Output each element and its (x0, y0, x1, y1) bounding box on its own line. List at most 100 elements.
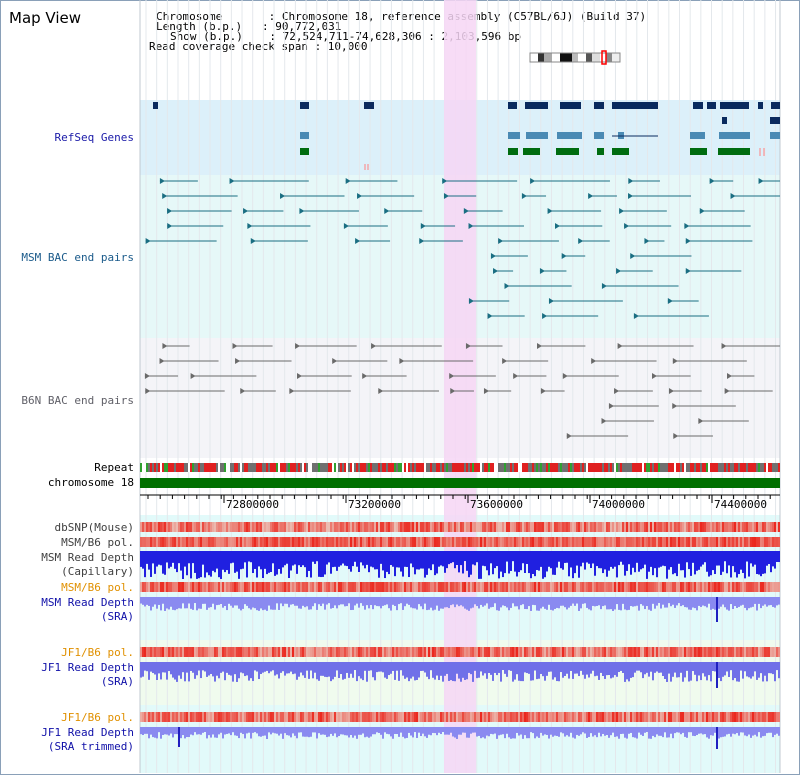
read-depth-bar (712, 662, 714, 671)
polymorphism-cell (166, 522, 168, 532)
read-depth-bar (214, 662, 216, 682)
repeat-block (534, 463, 536, 472)
polymorphism-cell (146, 537, 148, 547)
polymorphism-cell (376, 537, 378, 547)
polymorphism-cell (724, 537, 726, 547)
polymorphism-cell (436, 522, 438, 532)
read-depth-bar (586, 597, 588, 608)
read-depth-bar (692, 597, 694, 608)
polymorphism-cell (490, 647, 492, 657)
bac-end-marker (673, 433, 679, 439)
polymorphism-cell (440, 712, 442, 722)
polymorphism-cell (726, 582, 728, 592)
read-depth-bar (532, 551, 534, 575)
read-depth-bar (352, 727, 354, 738)
polymorphism-cell (376, 712, 378, 722)
polymorphism-cell (558, 582, 560, 592)
polymorphism-cell (406, 712, 408, 722)
polymorphism-cell (176, 712, 178, 722)
polymorphism-cell (220, 647, 222, 657)
repeat-block (220, 463, 222, 472)
bac-end-marker (588, 193, 594, 199)
polymorphism-cell (462, 712, 464, 722)
read-depth-bar (686, 727, 688, 738)
read-depth-bar (370, 662, 372, 671)
polymorphism-cell (456, 712, 458, 722)
read-depth-bar (720, 551, 722, 575)
read-depth-bar (486, 662, 488, 679)
polymorphism-cell (444, 712, 446, 722)
polymorphism-cell (624, 712, 626, 722)
polymorphism-cell (458, 537, 460, 547)
read-depth-bar (766, 727, 768, 734)
polymorphism-cell (324, 647, 326, 657)
polymorphism-cell (736, 537, 738, 547)
polymorphism-cell (184, 582, 186, 592)
read-depth-bar (292, 551, 294, 566)
polymorphism-cell (694, 537, 696, 547)
read-depth-bar (270, 597, 272, 610)
polymorphism-cell (494, 522, 496, 532)
repeat-block (266, 463, 268, 472)
read-depth-bar (736, 551, 738, 578)
read-depth-bar (756, 551, 758, 575)
read-depth-bar (640, 662, 642, 673)
read-depth-bar (402, 597, 404, 610)
repeat-block (268, 463, 270, 472)
polymorphism-cell (242, 537, 244, 547)
polymorphism-cell (510, 582, 512, 592)
polymorphism-cell (536, 712, 538, 722)
read-depth-bar (540, 597, 542, 609)
read-depth-bar (578, 597, 580, 611)
track-label-msm-depth-cap-sub: (Capillary) (61, 565, 134, 578)
read-depth-bar (300, 551, 302, 568)
polymorphism-cell (450, 712, 452, 722)
repeat-block (516, 463, 518, 472)
polymorphism-cell (572, 522, 574, 532)
read-depth-bar (420, 662, 422, 671)
read-depth-bar (616, 727, 618, 737)
read-depth-bar (612, 597, 614, 611)
polymorphism-cell (156, 712, 158, 722)
polymorphism-cell (554, 647, 556, 657)
polymorphism-cell (632, 522, 634, 532)
repeat-block (570, 463, 572, 472)
refseq-gene (364, 102, 374, 109)
read-depth-bar (680, 597, 682, 607)
polymorphism-cell (446, 582, 448, 592)
read-depth-bar (196, 727, 198, 735)
repeat-block (466, 463, 468, 472)
repeat-block (190, 463, 192, 472)
bac-end-marker (167, 208, 173, 214)
polymorphism-cell (724, 522, 726, 532)
repeat-block (436, 463, 438, 472)
bac-end-marker (299, 208, 305, 214)
polymorphism-cell (168, 537, 170, 547)
polymorphism-cell (324, 522, 326, 532)
polymorphism-cell (364, 647, 366, 657)
read-depth-bar (624, 551, 626, 576)
read-depth-bar (740, 597, 742, 606)
polymorphism-cell (512, 712, 514, 722)
read-depth-bar (480, 662, 482, 672)
polymorphism-cell (624, 537, 626, 547)
read-depth-bar (748, 597, 750, 609)
axis-tick-label: 72800000 (226, 498, 279, 511)
bac-end-marker (463, 208, 469, 214)
polymorphism-cell (228, 582, 230, 592)
polymorphism-cell (662, 712, 664, 722)
read-depth-bar (420, 597, 422, 607)
polymorphism-cell (330, 712, 332, 722)
polymorphism-cell (320, 647, 322, 657)
read-depth-bar (586, 727, 588, 738)
polymorphism-cell (768, 522, 770, 532)
polymorphism-cell (214, 582, 216, 592)
bac-end-marker (685, 238, 691, 244)
read-depth-bar (324, 662, 326, 677)
polymorphism-cell (308, 647, 310, 657)
polymorphism-cell (226, 537, 228, 547)
polymorphism-cell (336, 712, 338, 722)
read-depth-bar (236, 727, 238, 736)
read-depth-bar (370, 727, 372, 737)
